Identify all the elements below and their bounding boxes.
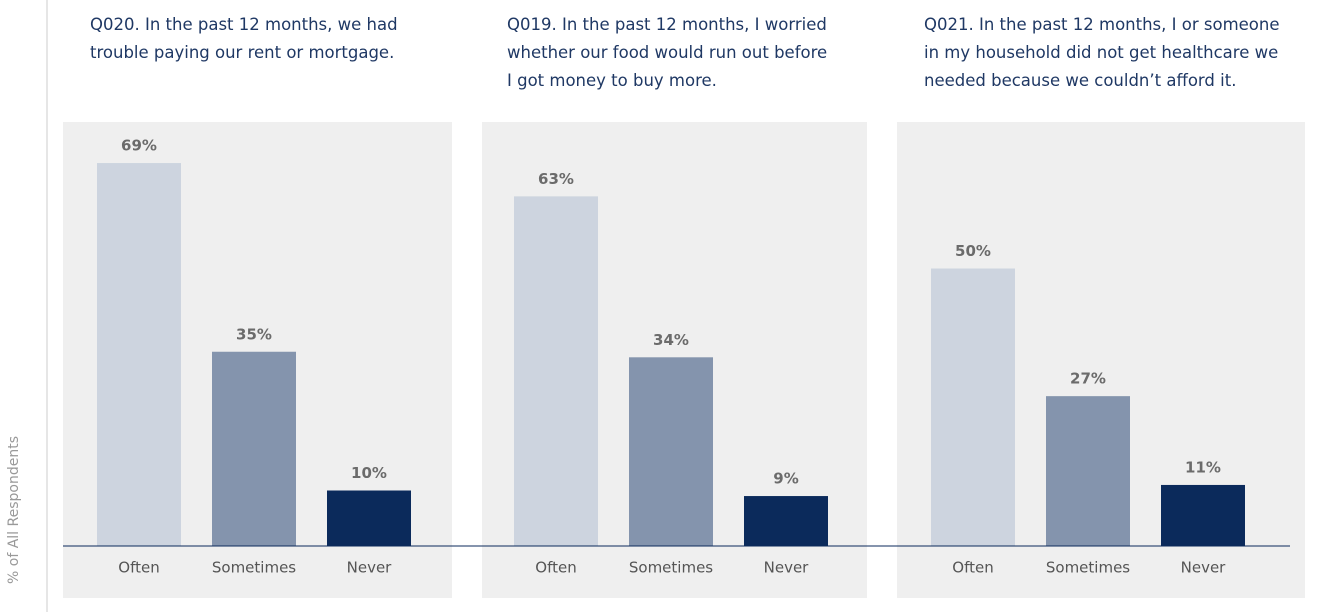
bar: [97, 163, 181, 547]
x-tick-label: Often: [952, 559, 993, 577]
panel-title: whether our food would run out before: [507, 43, 827, 62]
panel-title: Q020. In the past 12 months, we had: [90, 15, 398, 34]
data-label: 69%: [121, 137, 157, 155]
x-tick-label: Sometimes: [629, 559, 713, 577]
x-tick-label: Often: [118, 559, 159, 577]
panel-title: trouble paying our rent or mortgage.: [90, 43, 394, 62]
x-tick-label: Never: [764, 559, 810, 577]
bar: [514, 196, 598, 546]
bar: [1046, 396, 1130, 546]
panel-title: in my household did not get healthcare w…: [924, 43, 1278, 62]
data-label: 35%: [236, 325, 272, 343]
y-axis-label: % of All Respondents: [6, 436, 22, 584]
data-label: 9%: [773, 470, 798, 488]
panel-title: Q019. In the past 12 months, I worried: [507, 15, 827, 34]
data-label: 11%: [1185, 458, 1221, 476]
data-label: 63%: [538, 170, 574, 188]
data-label: 10%: [351, 464, 387, 482]
panel-title: needed because we couldn’t afford it.: [924, 71, 1236, 90]
bar: [931, 268, 1015, 546]
x-tick-label: Often: [535, 559, 576, 577]
x-tick-label: Never: [1181, 559, 1227, 577]
x-tick-label: Never: [347, 559, 393, 577]
bar: [1161, 484, 1245, 546]
panel-title: Q021. In the past 12 months, I or someon…: [924, 15, 1280, 34]
bar: [744, 496, 828, 546]
bar: [629, 357, 713, 546]
data-label: 50%: [955, 242, 991, 260]
x-tick-label: Sometimes: [1046, 559, 1130, 577]
data-label: 34%: [653, 331, 689, 349]
panel-title: I got money to buy more.: [507, 71, 717, 90]
bar: [327, 490, 411, 546]
x-tick-label: Sometimes: [212, 559, 296, 577]
bar: [212, 351, 296, 546]
data-label: 27%: [1070, 370, 1106, 388]
